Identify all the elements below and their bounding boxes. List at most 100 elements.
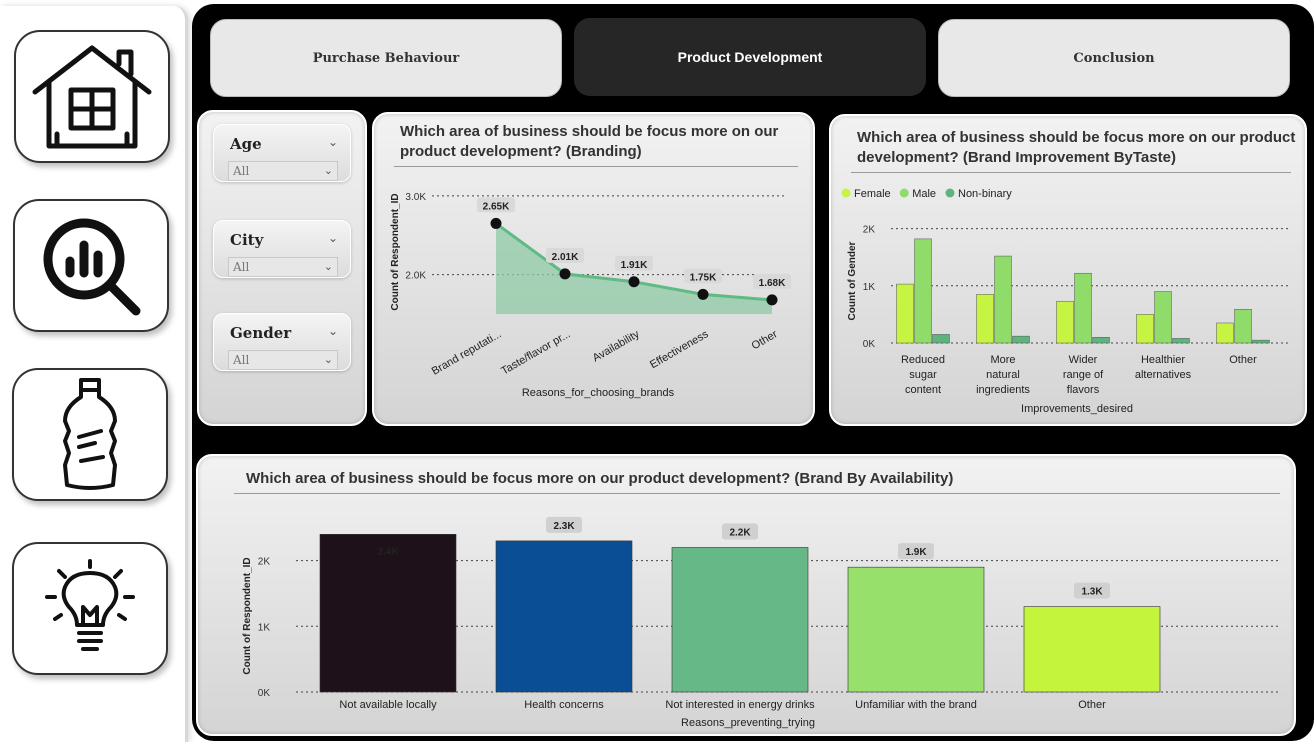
city-dropdown[interactable]: All ⌄: [228, 257, 338, 277]
bar: [847, 566, 985, 693]
nav-analysis-button[interactable]: [13, 199, 169, 332]
divider: [234, 493, 1280, 494]
branding-chart-title-line1: Which area of business should be focus m…: [400, 123, 779, 140]
divider: [851, 172, 1291, 173]
x-tick-label: Effectiveness: [648, 328, 711, 371]
bottle-icon: [63, 377, 117, 490]
chart-magnifier-icon: [43, 218, 141, 315]
y-tick-label: 0K: [258, 688, 271, 699]
branding-chart-card: Which area of business should be focus m…: [372, 112, 815, 426]
branding-area-chart: 3.0K 2.0K 2.65K 2.01K 1.91K 1.75K 1.68K Brand r…: [390, 192, 791, 399]
x-tick-label: Other: [1078, 699, 1106, 711]
data-point: [697, 288, 709, 300]
y-tick-label: 1K: [863, 282, 876, 293]
y-axis-title: Count of Gender: [847, 241, 858, 320]
availability-chart-title: Which area of business should be focus m…: [246, 470, 954, 487]
tab-product-development[interactable]: Product Development: [574, 18, 926, 96]
gender-dropdown[interactable]: All ⌄: [228, 350, 338, 370]
taste-chart-card: Which area of business should be focus m…: [829, 114, 1307, 426]
bar: [495, 540, 633, 693]
bar: [994, 255, 1012, 344]
y-tick-label: 2.0K: [405, 271, 426, 282]
y-tick-label: 0K: [863, 339, 876, 350]
nav-product-button[interactable]: [12, 368, 168, 501]
chevron-down-icon: ⌄: [323, 353, 333, 366]
chevron-down-icon: ⌄: [323, 260, 333, 273]
age-dropdown-value: All: [233, 164, 250, 178]
x-tick-label: Healthier: [1141, 354, 1185, 366]
house-icon: [32, 45, 152, 148]
bar: [1023, 606, 1161, 693]
city-slicer[interactable]: City ⌄ All ⌄: [213, 220, 351, 278]
data-point: [766, 294, 778, 306]
x-tick-label: alternatives: [1135, 369, 1192, 381]
x-tick-label: sugar: [909, 369, 937, 381]
bar: [319, 534, 457, 693]
bar: [1092, 337, 1110, 344]
data-label: 1.75K: [690, 272, 717, 283]
x-tick-label: Other: [1229, 354, 1257, 366]
y-tick-label: 1K: [258, 622, 271, 633]
x-axis-title: Improvements_desired: [1021, 403, 1133, 415]
chevron-down-icon[interactable]: ⌄: [327, 231, 338, 245]
bar: [1074, 272, 1092, 344]
data-label: 2.4K: [377, 546, 399, 557]
x-tick-label: Health concerns: [524, 699, 604, 711]
city-slicer-label: City: [230, 231, 264, 249]
legend-label: Non-binary: [958, 188, 1012, 200]
data-label-bg: [753, 273, 791, 289]
x-axis-title: Reasons_for_choosing_brands: [522, 387, 675, 399]
legend-marker: [945, 188, 955, 198]
x-tick-label: natural: [986, 369, 1020, 381]
taste-chart-title-line1: Which area of business should be focus m…: [857, 129, 1296, 146]
divider: [394, 166, 798, 167]
nav-home-button[interactable]: [14, 30, 170, 163]
bar: [671, 547, 809, 693]
x-tick-label: More: [990, 354, 1015, 366]
legend-label: Female: [854, 188, 891, 200]
bar: [1172, 338, 1190, 344]
filter-panel: Age ⌄ All ⌄ City ⌄ All ⌄ Gender ⌄ All ⌄: [197, 110, 367, 426]
y-tick-label: 2K: [863, 225, 876, 236]
bar: [1136, 314, 1154, 344]
data-label-bg: [477, 197, 515, 213]
bar: [1056, 300, 1074, 344]
tab-purchase-behaviour[interactable]: Purchase Behaviour: [210, 19, 562, 97]
x-tick-label: content: [905, 384, 941, 396]
x-tick-label: Reduced: [901, 354, 945, 366]
gender-slicer[interactable]: Gender ⌄ All ⌄: [213, 313, 351, 371]
legend-marker: [899, 188, 909, 198]
x-tick-label: Other: [750, 328, 780, 352]
data-label: 2.3K: [553, 521, 575, 532]
taste-grouped-bar-chart: Female Male Non-binary 2K 1K 0K Reduced sugar co…: [841, 188, 1291, 415]
age-slicer[interactable]: Age ⌄ All ⌄: [213, 124, 351, 182]
bar: [1012, 335, 1030, 344]
legend-label: Male: [912, 188, 936, 200]
bar: [1154, 291, 1172, 344]
bar: [1252, 339, 1270, 344]
bar: [896, 283, 914, 344]
x-tick-label: Unfamiliar with the brand: [855, 699, 977, 711]
age-dropdown[interactable]: All ⌄: [228, 161, 338, 181]
legend-marker: [841, 188, 851, 198]
availability-bar-chart: 2K 1K 0K 2.4K Not available locally 2.3K Healt…: [242, 516, 1278, 729]
gender-dropdown-value: All: [233, 353, 250, 367]
bar: [932, 334, 950, 344]
y-axis-title: Count of Respondent_ID: [242, 557, 253, 674]
main-panel: Purchase Behaviour Product Development C…: [192, 4, 1314, 741]
left-nav: [0, 6, 188, 742]
data-label-bg: [615, 255, 653, 271]
bar: [976, 294, 994, 344]
tab-conclusion[interactable]: Conclusion: [938, 19, 1290, 97]
chevron-down-icon[interactable]: ⌄: [327, 324, 338, 338]
area-fill: [496, 223, 772, 314]
nav-insights-button[interactable]: [12, 542, 168, 675]
city-dropdown-value: All: [233, 260, 250, 274]
bar: [1216, 322, 1234, 344]
chevron-down-icon[interactable]: ⌄: [327, 135, 338, 149]
x-tick-label: Wider: [1069, 354, 1098, 366]
data-point: [628, 276, 640, 288]
data-label-bg: [546, 247, 584, 263]
data-label: 1.68K: [759, 278, 786, 289]
